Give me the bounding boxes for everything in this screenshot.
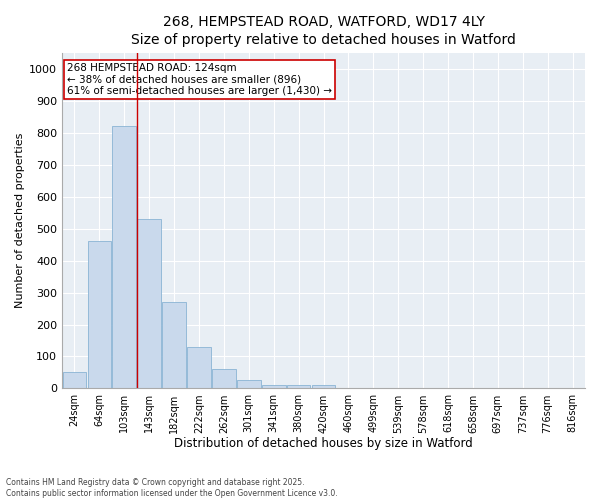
Bar (212, 370, 236, 388)
Bar (88, 242, 111, 388)
Bar (187, 347, 211, 389)
Text: 268 HEMPSTEAD ROAD: 124sqm
← 38% of detached houses are smaller (896)
61% of sem: 268 HEMPSTEAD ROAD: 124sqm ← 38% of deta… (67, 63, 332, 96)
X-axis label: Distribution of detached houses by size in Watford: Distribution of detached houses by size … (174, 437, 473, 450)
Bar (237, 380, 260, 388)
Bar (262, 386, 286, 388)
Bar (311, 386, 335, 388)
Bar (62, 372, 86, 388)
Y-axis label: Number of detached properties: Number of detached properties (15, 133, 25, 308)
Bar (287, 384, 310, 388)
Bar (162, 302, 186, 388)
Bar (137, 219, 161, 388)
Bar (112, 126, 136, 388)
Title: 268, HEMPSTEAD ROAD, WATFORD, WD17 4LY
Size of property relative to detached hou: 268, HEMPSTEAD ROAD, WATFORD, WD17 4LY S… (131, 15, 516, 48)
Text: Contains HM Land Registry data © Crown copyright and database right 2025.
Contai: Contains HM Land Registry data © Crown c… (6, 478, 338, 498)
